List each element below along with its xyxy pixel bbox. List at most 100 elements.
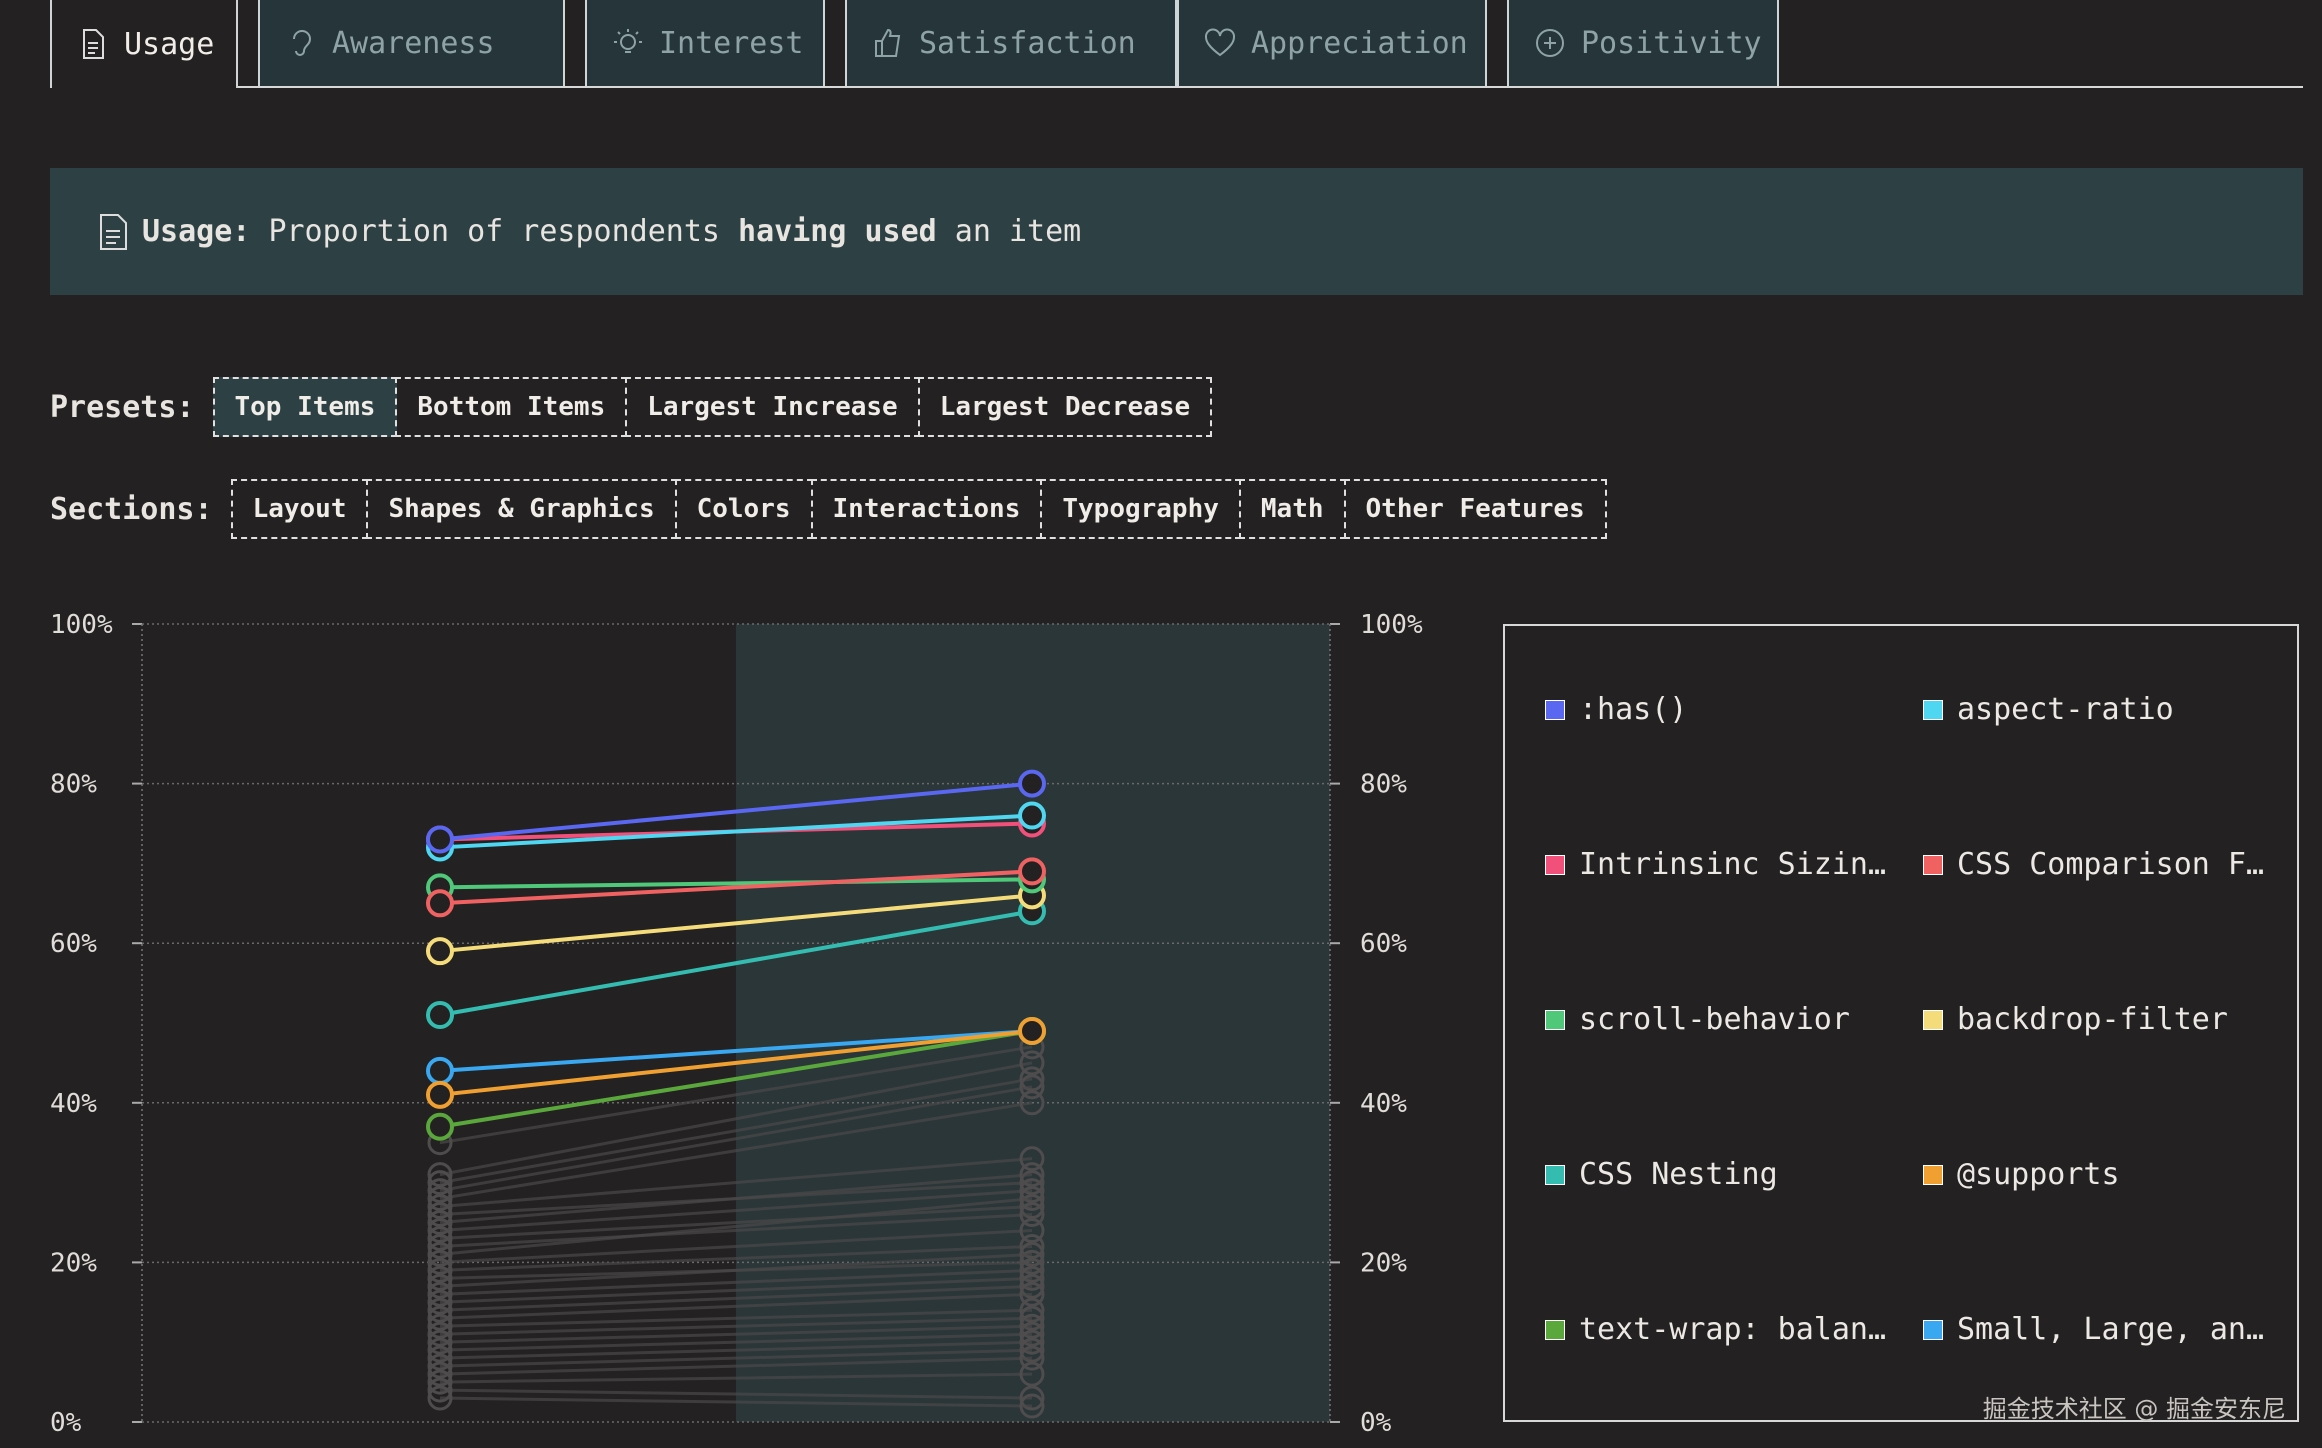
background-series-line [439, 1213, 1033, 1248]
tab-awareness[interactable]: Awareness [258, 0, 565, 86]
section-typography-button[interactable]: Typography [1040, 479, 1241, 539]
y-tick-label-left: 80% [50, 770, 97, 800]
background-series-line [439, 1332, 1033, 1352]
tab-interest[interactable]: Interest [585, 0, 825, 86]
legend-item[interactable]: backdrop-filter [1923, 1002, 2228, 1037]
banner-bold: having used [738, 214, 937, 249]
legend-label: scroll-behavior [1579, 1002, 1850, 1037]
tab-positivity[interactable]: Positivity [1507, 0, 1779, 86]
tab-satisfaction[interactable]: Satisfaction [845, 0, 1177, 86]
legend-item[interactable]: Small, Large, an… [1923, 1312, 2264, 1347]
background-series-point [427, 1297, 453, 1323]
background-series-point [427, 1329, 453, 1355]
series-point [426, 889, 454, 918]
legend-swatch [1923, 1319, 1943, 1340]
presets-label: Presets: [50, 389, 195, 425]
legend-item[interactable]: text-wrap: balan… [1545, 1312, 1886, 1347]
legend-item[interactable]: CSS Comparison F… [1923, 847, 2264, 882]
watermark: 掘金技术社区 @ 掘金安东尼 [1982, 1395, 2286, 1423]
tab-label: Positivity [1581, 25, 1762, 61]
legend-item[interactable]: CSS Nesting [1545, 1157, 1778, 1192]
metric-description-banner: Usage: Proportion of respondents having … [50, 168, 2303, 295]
background-series-line [439, 1276, 1033, 1304]
legend-item[interactable]: Intrinsinc Sizin… [1545, 847, 1886, 882]
section-math-button[interactable]: Math [1238, 479, 1346, 539]
background-series-point [1019, 1186, 1045, 1212]
background-series-point [1019, 1146, 1045, 1172]
legend-item[interactable]: scroll-behavior [1545, 1002, 1850, 1037]
series-line [439, 1029, 1033, 1129]
series-point [1018, 1016, 1046, 1045]
tab-usage[interactable]: Usage [50, 0, 238, 88]
background-series-line [439, 1292, 1033, 1320]
background-series-point [427, 1257, 453, 1283]
sections-row: Sections: Layout Shapes & Graphics Color… [50, 479, 1607, 539]
preset-largest-decrease-button[interactable]: Largest Decrease [917, 377, 1213, 437]
preset-bottom-items-button[interactable]: Bottom Items [395, 377, 628, 437]
preset-top-items-button[interactable]: Top Items [212, 377, 398, 437]
legend-swatch [1545, 1009, 1565, 1030]
background-series-point [427, 1194, 453, 1220]
slope-chart: 0% 0% 20% 20% 40% 40% 60% 60% 80% 80% 100% 100% [50, 610, 1423, 1438]
section-colors-button[interactable]: Colors [674, 479, 813, 539]
y-tick-label-right: 60% [1360, 929, 1407, 959]
background-series-point [1019, 1233, 1045, 1259]
series-point [426, 1001, 454, 1030]
banner-text-end: an item [954, 214, 1082, 249]
section-interactions-button[interactable]: Interactions [810, 479, 1043, 539]
series-line [439, 1028, 1033, 1073]
legend-swatch [1545, 1319, 1565, 1340]
background-series-point [1019, 1202, 1045, 1228]
legend-swatch [1923, 1164, 1943, 1185]
legend-item[interactable]: :has() [1545, 692, 1687, 727]
ear-icon [293, 30, 312, 56]
background-series-point [427, 1345, 453, 1371]
y-tick-label-right: 20% [1360, 1248, 1407, 1278]
background-series-point [1019, 1273, 1045, 1299]
legend-swatch [1545, 1164, 1565, 1185]
heart-icon [1205, 28, 1235, 57]
thumbs-up-icon [875, 28, 901, 57]
legend-item[interactable]: aspect-ratio [1923, 692, 2174, 727]
background-series-point [1019, 1345, 1045, 1371]
presets-row: Presets: Top Items Bottom Items Largest … [50, 377, 1213, 437]
background-series-line [439, 1189, 1033, 1232]
tab-label: Usage [124, 26, 215, 62]
background-series-line [439, 1396, 1033, 1408]
background-series-point [1019, 1313, 1045, 1339]
background-series-point [427, 1225, 453, 1251]
background-series-point [427, 1281, 453, 1307]
background-series-line [439, 1324, 1033, 1344]
section-other-features-button[interactable]: Other Features [1343, 479, 1607, 539]
y-tick-label-left: 20% [50, 1248, 97, 1278]
background-series-point [427, 1210, 453, 1235]
section-layout-button[interactable]: Layout [230, 479, 369, 539]
tab-bar: Usage Awareness Interest Satisfaction Ap… [50, 0, 2303, 88]
series-line [439, 909, 1033, 1017]
background-series-point [1019, 1194, 1045, 1220]
background-series-line [439, 1372, 1033, 1384]
background-series-line [439, 1316, 1033, 1336]
sections-label: Sections: [50, 491, 213, 527]
tab-appreciation[interactable]: Appreciation [1177, 0, 1487, 86]
background-series-line [439, 1308, 1033, 1328]
preset-largest-increase-button[interactable]: Largest Increase [625, 377, 920, 437]
series-line [439, 877, 1033, 890]
tab-label: Appreciation [1251, 25, 1468, 61]
background-series-line [439, 1197, 1033, 1256]
background-series-point [1019, 1066, 1045, 1092]
banner-text: Proportion of respondents [268, 214, 720, 249]
background-series-line [439, 1388, 1033, 1400]
document-icon [83, 29, 104, 59]
background-series-point [427, 1305, 453, 1331]
legend-swatch [1923, 1009, 1943, 1030]
background-series-line [439, 1085, 1033, 1193]
background-series-point [1019, 1050, 1045, 1076]
series-line [439, 781, 1033, 842]
legend-label: :has() [1579, 692, 1688, 727]
series-line [439, 893, 1033, 954]
tab-label: Awareness [332, 25, 495, 61]
section-shapes-graphics-button[interactable]: Shapes & Graphics [366, 479, 677, 539]
background-series-point [1019, 1257, 1045, 1283]
legend-item[interactable]: @supports [1923, 1157, 2120, 1192]
